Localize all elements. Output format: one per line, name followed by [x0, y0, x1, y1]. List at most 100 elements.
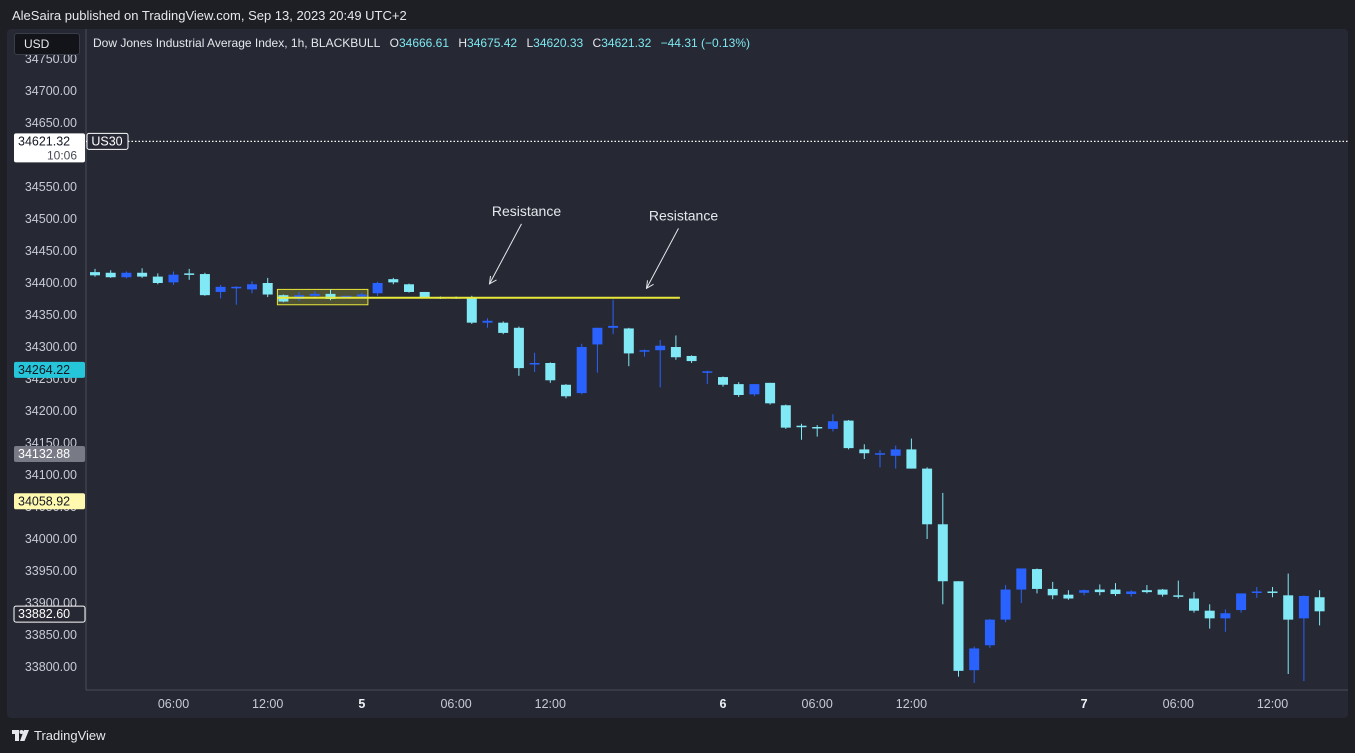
candle-body: [309, 293, 320, 296]
candle-body: [513, 327, 524, 369]
candle-body: [545, 363, 556, 381]
y-tick-label: 33800.00: [25, 660, 77, 674]
y-tick-label: 34450.00: [25, 244, 77, 258]
annotation-arrow: [646, 228, 679, 289]
candlestick-chart[interactable]: 34750.00 34700.00 34650.00 34550.00 34500.00…: [7, 29, 1348, 718]
open-value: 34666.61: [398, 36, 450, 50]
tradingview-brand[interactable]: TradingView: [12, 728, 106, 743]
annotation-arrowhead: [488, 275, 497, 285]
price-marker: [14, 133, 85, 163]
candle-body: [137, 272, 148, 277]
candle-body: [121, 272, 132, 278]
symbol-description: Dow Jones Industrial Average Index, 1h, …: [93, 36, 381, 50]
candle-body: [388, 279, 399, 283]
price-marker: [14, 445, 85, 462]
open-label: O: [389, 36, 399, 50]
candle-body: [1236, 593, 1247, 611]
y-tick-label: 34700.00: [25, 84, 77, 98]
candle-body: [184, 273, 195, 275]
candle-body: [1126, 591, 1137, 595]
candle-body: [827, 421, 838, 429]
candle-body: [168, 274, 179, 283]
candle-body: [875, 453, 885, 455]
candle-body: [670, 347, 681, 358]
x-tick-label: 12:00: [896, 697, 927, 711]
candle-body: [341, 295, 352, 298]
candle-body: [718, 377, 728, 385]
y-tick-label: 34000.00: [25, 532, 77, 546]
candle-body: [1204, 610, 1215, 619]
price-marker-label: 34264.22: [18, 363, 70, 377]
x-tick-label: 12:00: [535, 697, 566, 711]
candle-body: [937, 524, 948, 582]
price-marker-label: 34621.32: [18, 134, 70, 148]
candle-body: [247, 284, 257, 290]
brand-name: TradingView: [34, 728, 106, 743]
candle-body: [859, 449, 870, 454]
candle-body: [372, 283, 383, 294]
candle-body: [1267, 591, 1278, 593]
candle-body: [1141, 590, 1152, 593]
candle-body: [199, 274, 210, 296]
y-tick-label: 34750.00: [25, 52, 77, 66]
candle-body: [655, 345, 666, 351]
resistance-annotation: Resistance: [492, 203, 561, 219]
annotation-arrowhead: [645, 280, 654, 290]
candle-body: [623, 328, 634, 354]
candle-body: [702, 371, 713, 373]
y-tick-label: 34500.00: [25, 212, 77, 226]
candle-body: [1173, 595, 1184, 597]
x-tick-label: 06:00: [802, 697, 833, 711]
candle-body: [1110, 589, 1121, 595]
candle-body: [780, 405, 791, 428]
candle-body: [1000, 589, 1011, 620]
candle-body: [1079, 590, 1090, 593]
y-tick-label: 33950.00: [25, 564, 77, 578]
resistance-annotation: Resistance: [649, 207, 718, 223]
chart-panel[interactable]: 34750.00 34700.00 34650.00 34550.00 34500.00…: [7, 29, 1348, 718]
candle-body: [1094, 589, 1105, 593]
candle-body: [576, 347, 587, 394]
candle-body: [796, 425, 807, 428]
y-tick-label: 34350.00: [25, 308, 77, 322]
close-value: 34621.32: [601, 36, 652, 50]
high-label: H: [458, 36, 468, 50]
candle-body: [843, 420, 854, 449]
x-tick-label: 06:00: [1163, 697, 1194, 711]
y-tick-label: 34100.00: [25, 468, 77, 482]
candle-body: [325, 293, 336, 299]
candle-body: [733, 384, 744, 395]
candle-body: [90, 272, 100, 276]
x-tick-label: 12:00: [252, 697, 283, 711]
y-tick-label: 34550.00: [25, 180, 77, 194]
x-tick-label: 5: [358, 697, 365, 711]
candle-body: [1251, 591, 1262, 593]
x-tick-label: 12:00: [1257, 697, 1288, 711]
candle-body: [608, 325, 619, 328]
price-marker: [14, 493, 85, 510]
low-value: 34620.33: [533, 36, 584, 50]
x-tick-label: 6: [720, 697, 727, 711]
publication-info: AleSaira published on TradingView.com, S…: [12, 8, 407, 23]
candle-body: [922, 468, 933, 525]
y-tick-label: 34300.00: [25, 340, 77, 354]
candle-body: [1298, 595, 1309, 619]
candle-body: [529, 363, 540, 365]
currency-selector[interactable]: USD: [14, 33, 80, 55]
tradingview-logo-icon: [12, 730, 29, 741]
y-tick-label: 34400.00: [25, 276, 77, 290]
candle-body: [686, 355, 697, 362]
candle-body: [812, 427, 823, 429]
candle-body: [262, 283, 273, 295]
candle-body: [1189, 598, 1199, 611]
candle-body: [231, 286, 242, 289]
price-marker: [13, 605, 86, 623]
candle-body: [152, 276, 163, 283]
candle-body: [561, 384, 571, 397]
close-label: C: [592, 36, 602, 50]
high-value: 34675.42: [467, 36, 518, 50]
change-value: −44.31 (−0.13%): [660, 36, 751, 50]
price-marker-label: 34132.88: [18, 447, 70, 461]
price-marker-label: 34058.92: [18, 494, 70, 508]
candle-body: [969, 648, 980, 671]
